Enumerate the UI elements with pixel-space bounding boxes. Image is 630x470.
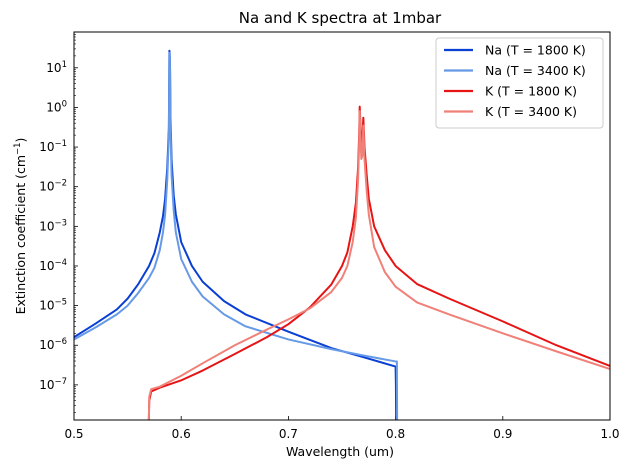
legend-label: Na (T = 3400 K) (485, 63, 586, 78)
y-tick-base: 10 (39, 378, 54, 392)
y-tick-base: 10 (46, 100, 61, 114)
y-tick-exponent: −4 (54, 258, 67, 268)
y-tick-label: 10−7 (39, 377, 67, 392)
y-tick-exponent: 1 (62, 60, 67, 70)
y-tick-base: 10 (39, 259, 54, 273)
y-tick-label: 10−3 (39, 218, 67, 233)
y-tick-exponent: −5 (54, 298, 67, 308)
y-tick-base: 10 (39, 180, 54, 194)
y-axis-label: Extinction coefficient (cm−1) (13, 138, 28, 315)
y-axis-label-main: Extinction coefficient (cm (13, 155, 28, 314)
y-tick-label: 10−2 (39, 179, 67, 194)
y-tick-label: 10−6 (39, 337, 67, 352)
y-tick-label: 10−4 (39, 258, 67, 273)
y-axis-label-sup: −1 (13, 142, 23, 155)
y-tick-exponent: −2 (54, 179, 67, 189)
legend-label: K (T = 1800 K) (485, 84, 577, 99)
y-tick-exponent: 0 (62, 99, 67, 109)
y-tick-label: 100 (46, 99, 67, 114)
y-tick-exponent: −6 (54, 337, 67, 347)
y-tick-exponent: −3 (54, 218, 67, 228)
legend-label: K (T = 3400 K) (485, 104, 577, 119)
x-tick-label: 1.0 (600, 427, 619, 441)
plot-frame (73, 31, 611, 421)
legend-box (435, 37, 604, 129)
x-tick-label: 0.6 (172, 427, 191, 441)
y-tick-exponent: −1 (54, 139, 67, 149)
x-axis-label: Wavelength (um) (286, 444, 394, 459)
x-tick-label: 0.7 (279, 427, 298, 441)
y-tick-label: 10−5 (39, 298, 67, 313)
series-line-3 (147, 105, 610, 420)
y-tick-base: 10 (39, 338, 54, 352)
y-tick-label: 10−1 (39, 139, 67, 154)
series-line-1 (74, 49, 398, 420)
x-axis-ticks: 0.5 0.6 0.7 0.8 0.9 1.0 (64, 416, 620, 441)
y-axis-label-close: ) (13, 138, 28, 143)
series-line-4 (147, 110, 610, 420)
y-tick-base: 10 (39, 219, 54, 233)
series-lines (74, 49, 610, 420)
legend-items: Na (T = 1800 K) Na (T = 3400 K) K (T = 180… (444, 43, 586, 119)
y-tick-base: 10 (39, 299, 54, 313)
y-tick-base: 10 (46, 61, 61, 75)
legend-label: Na (T = 1800 K) (485, 43, 586, 58)
y-tick-base: 10 (39, 140, 54, 154)
x-tick-label: 0.8 (386, 427, 405, 441)
x-tick-label: 0.9 (493, 427, 512, 441)
x-tick-label: 0.5 (64, 427, 83, 441)
legend: Na (T = 1800 K) Na (T = 3400 K) K (T = 180… (435, 37, 604, 129)
series-line-2 (74, 51, 399, 420)
y-tick-label: 101 (46, 60, 67, 75)
y-tick-exponent: −7 (54, 377, 67, 387)
chart-title: Na and K spectra at 1mbar (239, 9, 442, 27)
